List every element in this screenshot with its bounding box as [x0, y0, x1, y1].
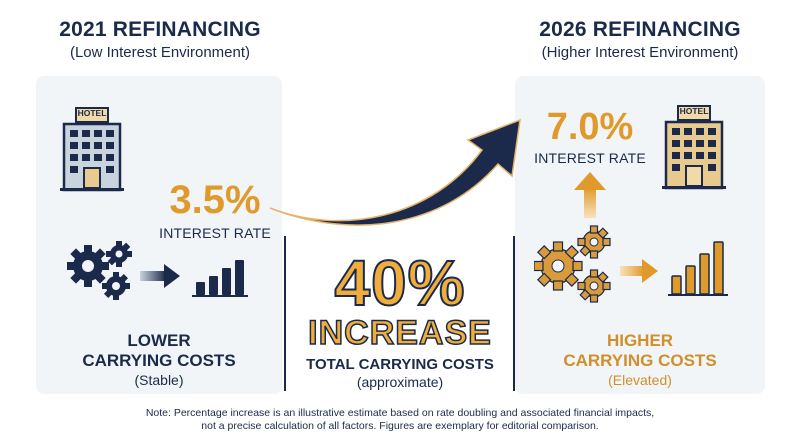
- left-rate-label: INTEREST RATE: [159, 225, 271, 241]
- hotel-icon: [662, 105, 726, 190]
- center-total-label: TOTAL CARRYING COSTS: [306, 356, 494, 373]
- right-title: 2026 REFINANCING: [539, 18, 741, 41]
- arrow-right-icon: [620, 259, 658, 283]
- center-percent: 40%: [333, 246, 466, 320]
- right-rate-label: INTEREST RATE: [534, 150, 646, 166]
- hotel-sign-right: HOTEL: [679, 106, 709, 116]
- left-title: 2021 REFINANCING: [59, 18, 261, 41]
- arrow-right-icon: [140, 264, 180, 288]
- center-approx: (approximate): [356, 374, 444, 390]
- hotel-icon: [60, 107, 124, 192]
- right-divider: [513, 236, 515, 391]
- hotel-sign-left: HOTEL: [77, 108, 107, 118]
- left-divider: [284, 236, 286, 391]
- curved-arrow-icon: [269, 118, 521, 226]
- right-rate: 7.0%: [546, 106, 634, 148]
- gears-icon: [67, 241, 132, 300]
- left-cost-line2: CARRYING COSTS: [82, 351, 236, 370]
- footnote-line1: Note: Percentage increase is an illustra…: [145, 407, 655, 419]
- arrow-up-icon: [574, 172, 606, 218]
- right-subtitle: (Higher Interest Environment): [541, 44, 739, 61]
- left-subtitle: (Low Interest Environment): [69, 44, 251, 61]
- left-rate: 3.5%: [169, 178, 261, 222]
- right-cost-line1: HIGHER: [606, 331, 674, 350]
- left-cost-line1: LOWER: [127, 331, 191, 350]
- center-increase: INCREASE: [307, 313, 492, 353]
- footnote-line2: not a precise calculation of all factors…: [201, 420, 599, 432]
- right-cost-sub: (Elevated): [608, 372, 672, 388]
- bar-chart-icon: [668, 241, 728, 296]
- right-cost-line2: CARRYING COSTS: [563, 351, 717, 370]
- bar-chart-icon: [192, 260, 248, 297]
- left-cost-sub: (Stable): [134, 372, 184, 388]
- gears-icon: [534, 225, 611, 303]
- right-panel: [515, 76, 765, 394]
